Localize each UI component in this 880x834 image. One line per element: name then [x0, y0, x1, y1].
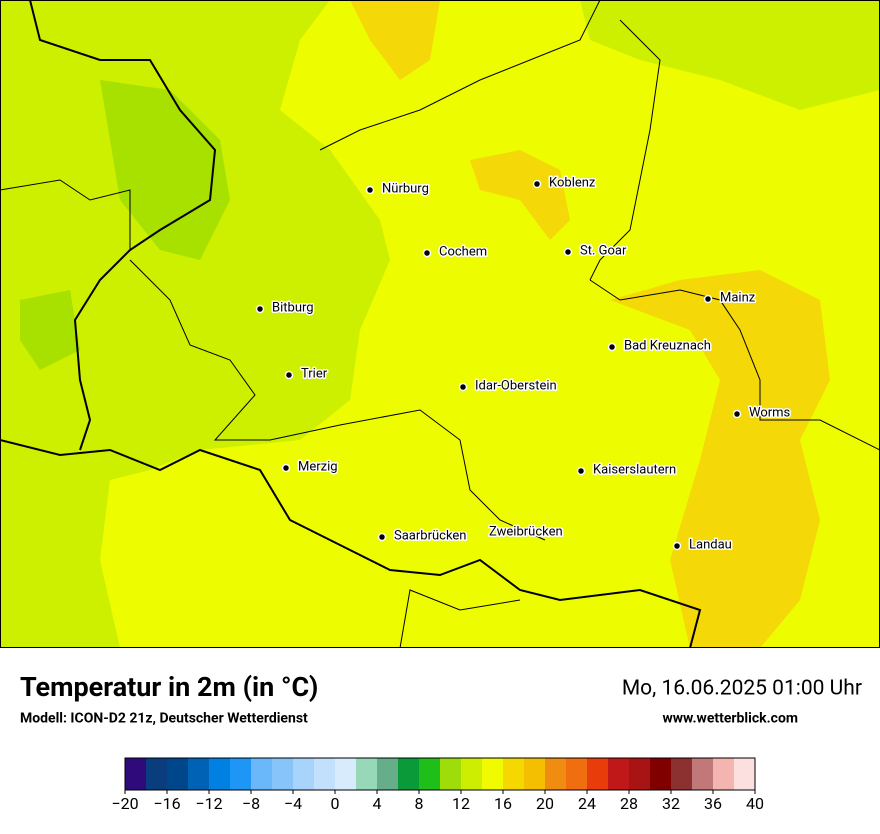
colorbar-bin [209, 758, 231, 790]
colorbar-tick-label: 8 [415, 794, 424, 813]
city-label: Nürburg [382, 181, 429, 196]
colorbar-bin [398, 758, 420, 790]
warm-area [470, 150, 570, 240]
city-dot [422, 248, 432, 258]
colorbar-tick-label: 20 [536, 794, 554, 813]
colorbar-bin [440, 758, 462, 790]
state-border [589, 19, 661, 281]
city-dot [732, 409, 742, 419]
city-dot [284, 370, 294, 380]
colorbar-bin [251, 758, 273, 790]
city-label: Koblenz [549, 175, 596, 190]
colorbar-tick-label: 0 [331, 794, 340, 813]
colorbar-tick-label: 12 [452, 794, 470, 813]
colorbar-tick-label: −12 [195, 794, 222, 813]
city-label: Worms [749, 405, 791, 420]
colorbar-bin [356, 758, 378, 790]
city-label: Merzig [298, 459, 338, 474]
colorbar-bin [566, 758, 588, 790]
cool-area [0, 0, 390, 648]
map [0, 0, 880, 649]
country-border [0, 439, 702, 649]
colorbar-bin [650, 758, 672, 790]
city-dot [377, 532, 387, 542]
city-dot [365, 185, 375, 195]
colorbar-tick-label: 24 [578, 794, 596, 813]
colorbar-bin [167, 758, 189, 790]
city-dot [255, 304, 265, 314]
city-label: Saarbrücken [394, 528, 466, 543]
colorbar-bin [146, 758, 168, 790]
colorbar-bin [461, 758, 483, 790]
warm-area [610, 270, 830, 648]
colorbar-bin [188, 758, 210, 790]
cool-area [580, 0, 880, 110]
colorbar-bin [692, 758, 714, 790]
city-label: Landau [689, 537, 732, 552]
city-label: Mainz [720, 290, 756, 305]
colorbar-tick-label: 32 [662, 794, 680, 813]
state-border [129, 259, 546, 541]
state-border [0, 179, 131, 250]
colorbar-bin [335, 758, 357, 790]
colorbar-tick-label: 40 [746, 794, 764, 813]
colorbar-bin [629, 758, 651, 790]
colorbar-bin [419, 758, 441, 790]
city-dot [281, 463, 291, 473]
colorbar-bin [503, 758, 525, 790]
colorbar-bin [671, 758, 693, 790]
colorbar-bin [545, 758, 567, 790]
city-label: Bitburg [272, 300, 314, 315]
title: Temperatur in 2m (in °C) [20, 671, 318, 703]
colorbar-bin [608, 758, 630, 790]
colorbar-tick-label: −4 [284, 794, 302, 813]
city-label: St. Goar [580, 243, 627, 258]
cooler-area [20, 290, 80, 370]
state-border [589, 279, 880, 451]
colorbar-tick-label: 16 [494, 794, 512, 813]
colorbar-bin [524, 758, 546, 790]
city-label: Cochem [439, 244, 487, 259]
colorbar-bin [293, 758, 315, 790]
colorbar-bin [272, 758, 294, 790]
city-label: Zweibrücken [489, 524, 563, 539]
city-dot [672, 541, 682, 551]
colorbar-tick-label: −20 [111, 794, 138, 813]
city-label: Bad Kreuznach [624, 338, 711, 353]
state-border [399, 589, 521, 649]
city-dot [532, 179, 542, 189]
colorbar-tick-label: −8 [242, 794, 260, 813]
cooler-area [100, 80, 230, 260]
subtitle: Modell: ICON-D2 21z, Deutscher Wetterdie… [20, 711, 308, 727]
footer: Temperatur in 2m (in °C) Modell: ICON-D2… [20, 671, 862, 727]
colorbar-tick-label: 36 [704, 794, 722, 813]
city-dot [458, 382, 468, 392]
colorbar-bin [734, 758, 756, 790]
city-dot [563, 247, 573, 257]
colorbar-bin [713, 758, 735, 790]
city-dot [703, 294, 713, 304]
colorbar-bin [314, 758, 336, 790]
warm-area [350, 0, 440, 80]
colorbar-bin [482, 758, 504, 790]
colorbar-bin [125, 758, 147, 790]
colorbar-tick-label: −16 [153, 794, 180, 813]
city-label: Trier [301, 366, 328, 381]
city-dot [576, 466, 586, 476]
website: www.wetterblick.com [662, 711, 798, 727]
colorbar-tick-label: 4 [373, 794, 382, 813]
date: Mo, 16.06.2025 01:00 Uhr [622, 677, 862, 701]
colorbar-frame [124, 757, 756, 791]
city-label: Kaiserslautern [593, 462, 676, 477]
city-label: Idar-Oberstein [475, 378, 557, 393]
colorbar-bin [230, 758, 252, 790]
country-border [29, 0, 217, 451]
colorbar-bin [377, 758, 399, 790]
state-border [319, 0, 601, 151]
colorbar-tick-label: 28 [620, 794, 638, 813]
colorbar-bin [587, 758, 609, 790]
city-dot [607, 342, 617, 352]
